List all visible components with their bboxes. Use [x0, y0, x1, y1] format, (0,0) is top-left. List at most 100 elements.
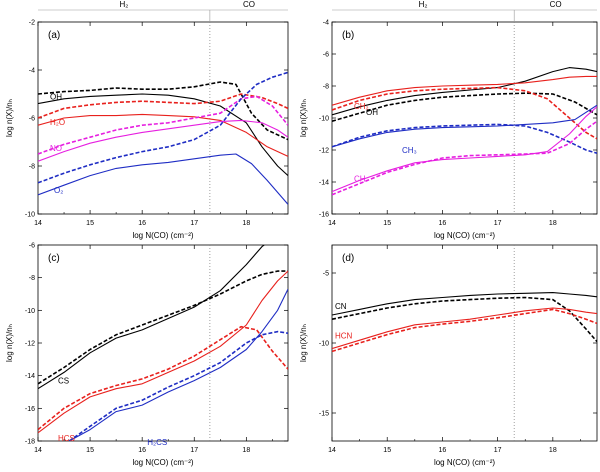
series-line-oh-alt	[38, 81, 288, 141]
y-tick-label: -14	[319, 180, 329, 187]
y-tick-label: -16	[25, 406, 35, 413]
x-axis-label: log N(CO) (cm⁻²)	[434, 458, 495, 467]
series-line-cn	[332, 292, 597, 316]
series-line-no	[38, 119, 288, 162]
y-tick-label: -6	[323, 52, 329, 59]
series-line-oh	[38, 93, 288, 177]
series-line-h2cs-alt	[68, 330, 288, 441]
y-tick-label: -8	[29, 164, 35, 171]
x-tick-label: 14	[34, 447, 42, 454]
x-tick-label: 15	[86, 220, 94, 227]
y-axis-label: log n(X)/nₕ	[299, 99, 308, 137]
series-line-ch3	[332, 104, 597, 148]
series-line-ch2	[332, 75, 597, 106]
species-label-o2: O₂	[54, 186, 63, 195]
panel-c: 14 15 16 17 18 -18 -16 -14 -12 -10 -8 -6 log N(CO) (…	[5, 243, 289, 467]
species-label-h2o: H₂O	[50, 118, 65, 127]
panel-label: (b)	[342, 30, 354, 41]
x-tick-label: 18	[549, 447, 557, 454]
series-group	[332, 292, 597, 353]
species-label-cn: CN	[335, 302, 347, 311]
series-line-hcn-alt	[332, 308, 597, 353]
species-label-no: NO	[50, 144, 62, 153]
y-tick-label: -10	[25, 308, 35, 315]
x-axis-label: log N(CO) (cm⁻²)	[434, 231, 495, 240]
x-tick-label: 16	[138, 447, 146, 454]
species-label-h2cs: H₂CS	[147, 438, 167, 447]
y-axis-label: log n(X)/nₕ	[5, 99, 14, 137]
panel-d: 14 15 16 17 18 -15 -10 -5 log N(CO) (cm⁻²) log n(…	[299, 244, 598, 467]
series-line-h2o	[38, 113, 288, 157]
series-group	[38, 245, 288, 441]
series-line-h2cs	[68, 288, 288, 441]
species-label-ch3: CH₃	[402, 146, 417, 155]
species-label-ch: CH	[354, 175, 366, 184]
series-group	[332, 67, 597, 196]
series-line-ch-alt	[332, 120, 597, 196]
y-tick-label: -15	[319, 411, 329, 418]
x-tick-label: 16	[138, 220, 146, 227]
y-tick-label: -2	[29, 20, 35, 27]
y-tick-label: -8	[323, 84, 329, 91]
x-tick-label: 18	[549, 220, 557, 227]
x-tick-label: 14	[328, 220, 336, 227]
plot-frame	[331, 21, 598, 215]
series-line-o2	[38, 153, 288, 205]
x-tick-label: 15	[383, 220, 391, 227]
x-tick-label: 17	[190, 447, 198, 454]
species-label-oh: OH	[50, 93, 62, 102]
x-tick-label: 17	[190, 220, 198, 227]
y-tick-label: -4	[323, 20, 329, 27]
panel-b: H₂ CO 14 15 16 17 18 -16 -14 -12 -10 -8 -6 -4 log N(CO…	[299, 0, 598, 240]
species-label-cs: CS	[58, 377, 69, 386]
region-label-left: H₂	[119, 0, 128, 9]
y-tick-label: -12	[319, 148, 329, 155]
x-tick-label: 18	[242, 220, 250, 227]
y-tick-label: -10	[319, 116, 329, 123]
region-label-right: CO	[550, 0, 562, 9]
y-tick-label: -10	[319, 341, 329, 348]
series-line-oh-alt	[332, 92, 597, 122]
x-tick-label: 17	[494, 220, 502, 227]
series-line-hcn	[332, 307, 597, 350]
species-label-ch2: CH₂	[354, 102, 369, 111]
plot-frame	[37, 244, 289, 442]
x-tick-label: 15	[86, 447, 94, 454]
x-axis-label: log N(CO) (cm⁻²)	[132, 231, 193, 240]
panel-a: H₂ CO 14 15 16 17 18 -10 -8 -6 -4 -2 log N(CO) (cm⁻²…	[5, 0, 289, 240]
y-tick-label: -6	[29, 243, 35, 250]
region-label-right: CO	[243, 0, 255, 9]
y-tick-label: -4	[29, 68, 35, 75]
x-tick-label: 14	[34, 220, 42, 227]
y-tick-label: -14	[25, 373, 35, 380]
plot-frame	[331, 244, 598, 442]
series-line-oh	[332, 67, 597, 116]
series-line-hcs	[38, 270, 288, 434]
x-tick-label: 15	[383, 447, 391, 454]
x-tick-label: 18	[242, 447, 250, 454]
series-line-o2-alt	[38, 71, 288, 184]
y-tick-label: -10	[25, 212, 35, 219]
y-axis-label: log n(X)/nₕ	[299, 324, 308, 362]
y-tick-label: -16	[319, 212, 329, 219]
y-tick-label: -12	[25, 341, 35, 348]
series-line-no-alt	[38, 95, 288, 155]
y-tick-label: -18	[25, 439, 35, 446]
series-line-ch	[332, 106, 597, 193]
species-label-hcs: HCS	[58, 434, 75, 443]
species-label-hcn: HCN	[335, 332, 353, 341]
panel-label: (c)	[48, 253, 60, 264]
y-tick-label: -6	[29, 116, 35, 123]
y-tick-label: -8	[29, 275, 35, 282]
series-line-cn-alt	[332, 296, 597, 343]
panel-label: (a)	[48, 30, 60, 41]
series-line-h2o-alt	[38, 93, 288, 119]
x-axis-label: log N(CO) (cm⁻²)	[132, 458, 193, 467]
x-tick-label: 17	[494, 447, 502, 454]
series-line-hcs-alt	[38, 325, 288, 431]
series-group	[38, 71, 288, 205]
species-label-oh: OH	[366, 108, 378, 117]
y-tick-label: -5	[323, 271, 329, 278]
panel-label: (d)	[342, 253, 354, 264]
